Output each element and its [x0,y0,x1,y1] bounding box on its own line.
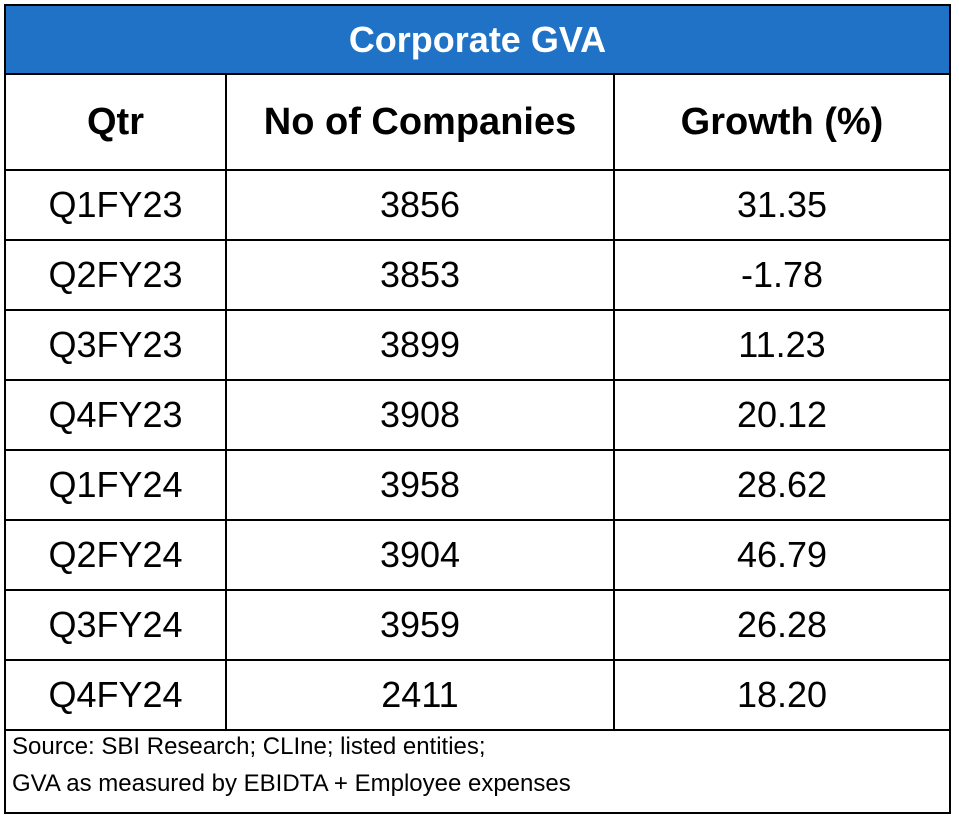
data-table: Qtr No of Companies Growth (%) Q1FY23 385… [6,75,949,731]
header-row: Qtr No of Companies Growth (%) [6,75,949,171]
table-body: Q1FY23 3856 31.35 Q2FY23 3853 -1.78 Q3FY23 3899… [6,169,949,731]
cell-no-of-companies: 3904 [225,519,615,591]
cell-qtr: Q3FY24 [6,589,227,661]
cell-qtr: Q2FY23 [6,239,227,311]
table-row: Q3FY23 3899 11.23 [6,309,949,381]
cell-qtr: Q1FY23 [6,169,227,241]
cell-growth: 46.79 [613,519,949,591]
table-row: Q1FY23 3856 31.35 [6,169,949,241]
cell-growth: -1.78 [613,239,949,311]
source-note: Source: SBI Research; CLIne; listed enti… [6,712,949,812]
cell-no-of-companies: 3959 [225,589,615,661]
table-row: Q2FY23 3853 -1.78 [6,239,949,311]
table-row: Q4FY24 2411 18.20 [6,659,949,731]
cell-qtr: Q1FY24 [6,449,227,521]
cell-growth: 11.23 [613,309,949,381]
cell-growth: 26.28 [613,589,949,661]
table-row: Q3FY24 3959 26.28 [6,589,949,661]
cell-no-of-companies: 3958 [225,449,615,521]
table-row: Q4FY23 3908 20.12 [6,379,949,451]
column-header-qtr: Qtr [6,75,227,171]
column-header-growth: Growth (%) [613,75,949,171]
cell-growth: 18.20 [613,659,949,731]
cell-qtr: Q4FY23 [6,379,227,451]
column-header-no-of-companies: No of Companies [225,75,615,171]
cell-no-of-companies: 2411 [225,659,615,731]
cell-growth: 31.35 [613,169,949,241]
table-frame: Corporate GVA Qtr No of Companies Growth… [4,4,951,814]
table-row: Q2FY24 3904 46.79 [6,519,949,591]
source-line: Source: SBI Research; CLIne; listed enti… [12,733,486,760]
cell-qtr: Q3FY23 [6,309,227,381]
cell-qtr: Q2FY24 [6,519,227,591]
cell-growth: 20.12 [613,379,949,451]
cell-growth: 28.62 [613,449,949,521]
definition-line: GVA as measured by EBIDTA + Employee exp… [12,770,571,797]
cell-no-of-companies: 3856 [225,169,615,241]
cell-no-of-companies: 3899 [225,309,615,381]
cell-no-of-companies: 3908 [225,379,615,451]
cell-qtr: Q4FY24 [6,659,227,731]
table-title: Corporate GVA [6,6,949,75]
cell-no-of-companies: 3853 [225,239,615,311]
table-row: Q1FY24 3958 28.62 [6,449,949,521]
